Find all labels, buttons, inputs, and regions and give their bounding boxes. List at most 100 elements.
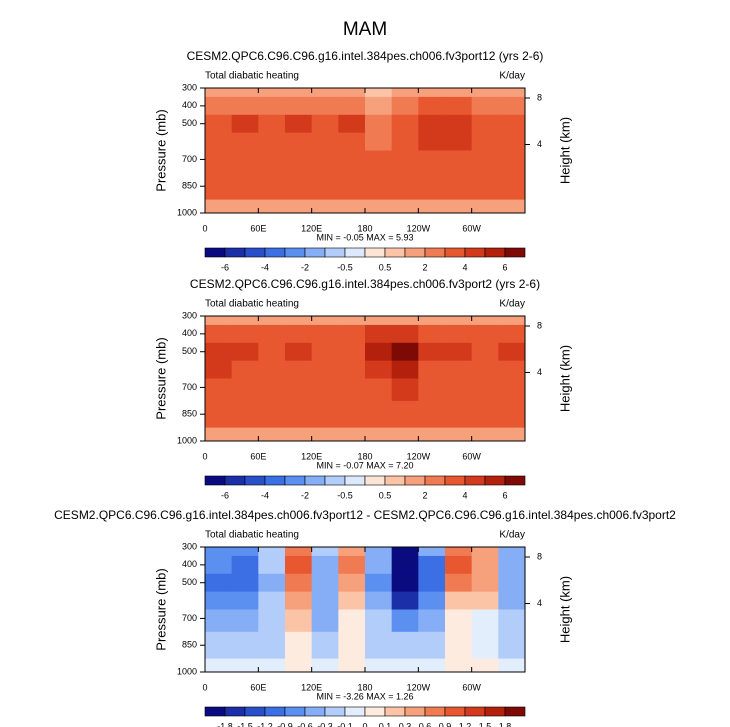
field-cell	[391, 172, 419, 201]
field-cell	[445, 378, 473, 402]
field-cell	[391, 609, 419, 633]
y-tick-label: 1000	[177, 666, 197, 676]
y-tick-label: 400	[182, 559, 197, 569]
field-cell	[231, 555, 259, 575]
y2-tick-label: 4	[537, 598, 542, 608]
field-cell	[445, 114, 473, 134]
field-cell	[285, 427, 313, 442]
field-cell	[258, 573, 286, 593]
field-cell	[231, 609, 259, 633]
colorbar-label: 0	[362, 721, 367, 727]
field-cell	[365, 555, 393, 575]
field-cell	[205, 591, 233, 610]
field-cell	[471, 609, 499, 633]
field-cell	[311, 324, 339, 344]
field-cell	[205, 427, 233, 442]
y2-tick-label: 8	[537, 92, 542, 102]
field-cell	[391, 132, 419, 151]
y-tick-label: 300	[182, 541, 197, 551]
colorbar-box	[404, 475, 426, 486]
colorbar-box	[264, 247, 286, 258]
field-cell	[498, 88, 526, 98]
field-cell	[285, 609, 313, 633]
field-cell	[258, 658, 286, 673]
y2-axis-title: Height (km)	[557, 576, 572, 643]
colorbar-label: -2	[301, 490, 309, 500]
field-cell	[498, 427, 526, 442]
colorbar-box	[364, 247, 386, 258]
colorbar-label: -0.9	[277, 721, 293, 727]
field-cell	[365, 150, 393, 174]
colorbar-box	[504, 475, 526, 486]
field-cell	[338, 427, 366, 442]
field-cell	[418, 114, 446, 134]
field-cell	[338, 573, 366, 593]
field-cell	[391, 88, 419, 98]
colorbar-box	[304, 706, 326, 717]
colorbar-box	[404, 706, 426, 717]
field-cell	[311, 172, 339, 201]
y2-tick-label: 8	[537, 551, 542, 561]
plot-title: CESM2.QPC6.C96.C96.g16.intel.384pes.ch00…	[190, 277, 540, 291]
figure-title: MAM	[343, 19, 387, 40]
field-cell	[231, 132, 259, 151]
field-cell	[418, 150, 446, 174]
field-cell	[311, 132, 339, 151]
field-cell	[498, 114, 526, 134]
field-cell	[418, 172, 446, 201]
field-cell	[445, 360, 473, 379]
field-cell	[311, 114, 339, 134]
field-cell	[391, 96, 419, 116]
field-cell	[471, 658, 499, 673]
field-cell	[258, 316, 286, 326]
field-cell	[445, 199, 473, 214]
field-cell	[205, 555, 233, 575]
field-cell	[445, 631, 473, 660]
y-tick-label: 700	[182, 154, 197, 164]
field-cell	[418, 400, 446, 429]
field-cell	[418, 573, 446, 593]
colorbar-box	[204, 475, 226, 486]
x-tick-label: 0	[202, 682, 207, 692]
field-cell	[338, 360, 366, 379]
field-cell	[205, 96, 233, 116]
field-cell	[338, 555, 366, 575]
field-cell	[498, 591, 526, 610]
field-cell	[338, 132, 366, 151]
colorbar-label: -1.5	[237, 721, 253, 727]
colorbar-label: 1.5	[479, 721, 492, 727]
field-cell	[418, 547, 446, 557]
colorbar-label: -1.2	[257, 721, 273, 727]
colorbar-label: -4	[261, 490, 269, 500]
colorbar-box	[424, 247, 446, 258]
field-cell	[311, 609, 339, 633]
field-cell	[445, 96, 473, 116]
field-cell	[445, 555, 473, 575]
field-cell	[391, 400, 419, 429]
x-tick-label: 60E	[250, 223, 266, 233]
field-cell	[391, 324, 419, 344]
field-cell	[205, 547, 233, 557]
field-cell	[285, 591, 313, 610]
field-cell	[471, 114, 499, 134]
y-axis-title: Pressure (mb)	[153, 337, 168, 419]
field-cell	[498, 360, 526, 379]
field-cell	[258, 591, 286, 610]
field-cell	[338, 591, 366, 610]
field-cell	[365, 96, 393, 116]
field-cell	[418, 609, 446, 633]
field-cell	[471, 555, 499, 575]
colorbar-box	[344, 706, 366, 717]
colorbar-label: -0.5	[337, 490, 353, 500]
field-cell	[391, 631, 419, 660]
field-cell	[445, 547, 473, 557]
field-cell	[471, 88, 499, 98]
field-cell	[498, 132, 526, 151]
field-cell	[391, 342, 419, 362]
field-cell	[285, 88, 313, 98]
field-cell	[471, 400, 499, 429]
field-cell	[498, 658, 526, 673]
field-cell	[205, 342, 233, 362]
field-cell	[258, 547, 286, 557]
colorbar-box	[444, 706, 466, 717]
